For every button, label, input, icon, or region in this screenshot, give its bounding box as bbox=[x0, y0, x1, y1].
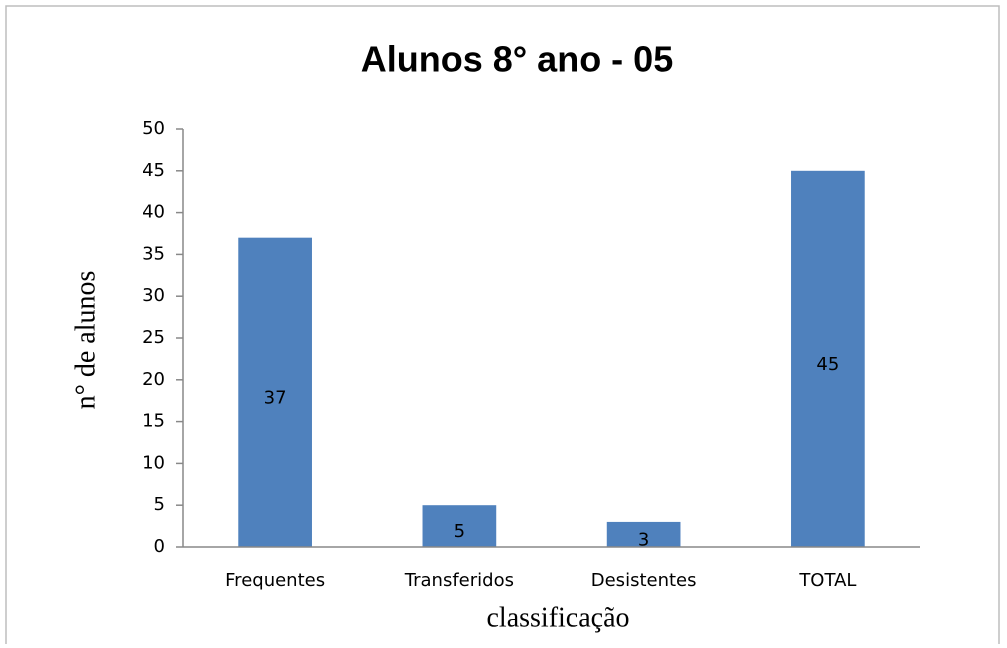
data-label: 37 bbox=[264, 387, 287, 408]
y-tick-label: 5 bbox=[154, 494, 165, 515]
x-tick-label: Transferidos bbox=[404, 570, 514, 591]
x-tick-label: TOTAL bbox=[798, 570, 856, 591]
x-axis-label: classificação bbox=[486, 602, 629, 633]
y-tick-label: 15 bbox=[142, 411, 165, 432]
bar bbox=[238, 237, 312, 547]
bar bbox=[422, 505, 497, 547]
y-tick-label: 0 bbox=[154, 536, 165, 557]
x-tick-label: Frequentes bbox=[225, 570, 325, 591]
y-tick-label: 30 bbox=[142, 285, 165, 306]
y-tick-label: 25 bbox=[142, 327, 165, 348]
bar bbox=[606, 521, 681, 547]
y-tick-label: 20 bbox=[142, 369, 165, 390]
data-label: 45 bbox=[816, 354, 839, 375]
y-tick-label: 35 bbox=[142, 243, 165, 264]
x-tick-label: Desistentes bbox=[591, 570, 697, 591]
y-tick-label: 40 bbox=[142, 202, 165, 223]
data-label: 5 bbox=[454, 521, 465, 542]
y-tick-label: 45 bbox=[142, 160, 165, 181]
bar bbox=[791, 170, 865, 548]
y-axis-label: n° de alunos bbox=[70, 271, 101, 410]
y-tick-label: 50 bbox=[142, 118, 165, 139]
chart-title: Alunos 8° ano - 05 bbox=[361, 39, 673, 80]
data-label: 3 bbox=[638, 529, 649, 550]
y-tick-label: 10 bbox=[142, 452, 165, 473]
